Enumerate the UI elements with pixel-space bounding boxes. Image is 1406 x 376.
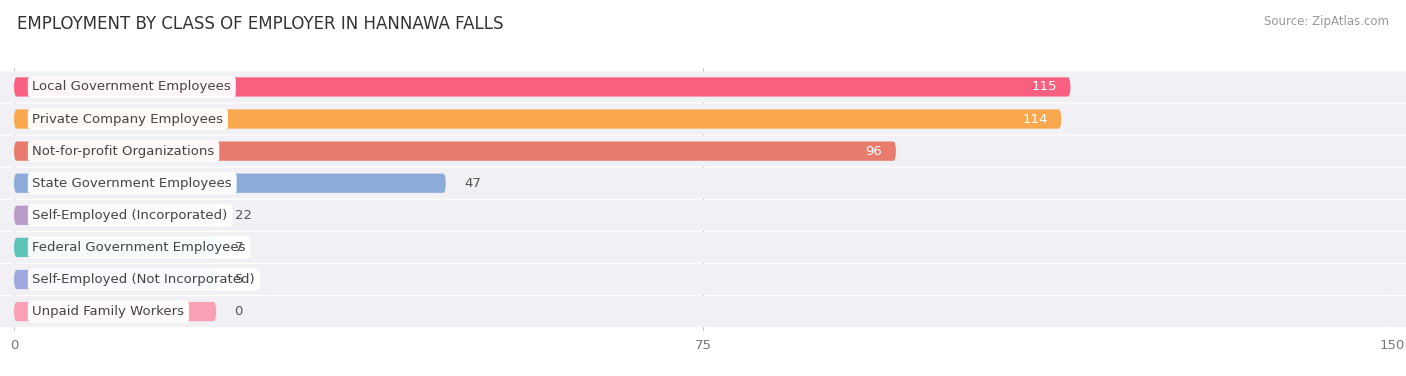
Text: State Government Employees: State Government Employees (32, 177, 232, 190)
FancyBboxPatch shape (14, 238, 217, 257)
FancyBboxPatch shape (0, 136, 1406, 167)
FancyBboxPatch shape (0, 104, 1406, 135)
Text: Federal Government Employees: Federal Government Employees (32, 241, 246, 254)
FancyBboxPatch shape (0, 264, 1406, 295)
FancyBboxPatch shape (0, 200, 1406, 231)
FancyBboxPatch shape (14, 174, 446, 193)
Text: Local Government Employees: Local Government Employees (32, 80, 231, 94)
Text: 96: 96 (865, 145, 882, 158)
FancyBboxPatch shape (14, 109, 1062, 129)
FancyBboxPatch shape (0, 168, 1406, 199)
Text: 115: 115 (1031, 80, 1057, 94)
FancyBboxPatch shape (14, 141, 896, 161)
FancyBboxPatch shape (14, 77, 1070, 97)
Text: 22: 22 (235, 209, 252, 222)
Text: Unpaid Family Workers: Unpaid Family Workers (32, 305, 184, 318)
FancyBboxPatch shape (0, 232, 1406, 263)
FancyBboxPatch shape (14, 270, 217, 289)
Text: 114: 114 (1022, 112, 1047, 126)
Text: Self-Employed (Not Incorporated): Self-Employed (Not Incorporated) (32, 273, 254, 286)
Text: EMPLOYMENT BY CLASS OF EMPLOYER IN HANNAWA FALLS: EMPLOYMENT BY CLASS OF EMPLOYER IN HANNA… (17, 15, 503, 33)
Text: Source: ZipAtlas.com: Source: ZipAtlas.com (1264, 15, 1389, 28)
Text: 0: 0 (235, 305, 243, 318)
FancyBboxPatch shape (0, 71, 1406, 102)
Text: 7: 7 (235, 241, 243, 254)
Text: 5: 5 (235, 273, 243, 286)
Text: Not-for-profit Organizations: Not-for-profit Organizations (32, 145, 215, 158)
Text: Private Company Employees: Private Company Employees (32, 112, 224, 126)
FancyBboxPatch shape (0, 296, 1406, 327)
Text: Self-Employed (Incorporated): Self-Employed (Incorporated) (32, 209, 228, 222)
Text: 47: 47 (464, 177, 481, 190)
FancyBboxPatch shape (14, 302, 217, 321)
FancyBboxPatch shape (14, 206, 217, 225)
